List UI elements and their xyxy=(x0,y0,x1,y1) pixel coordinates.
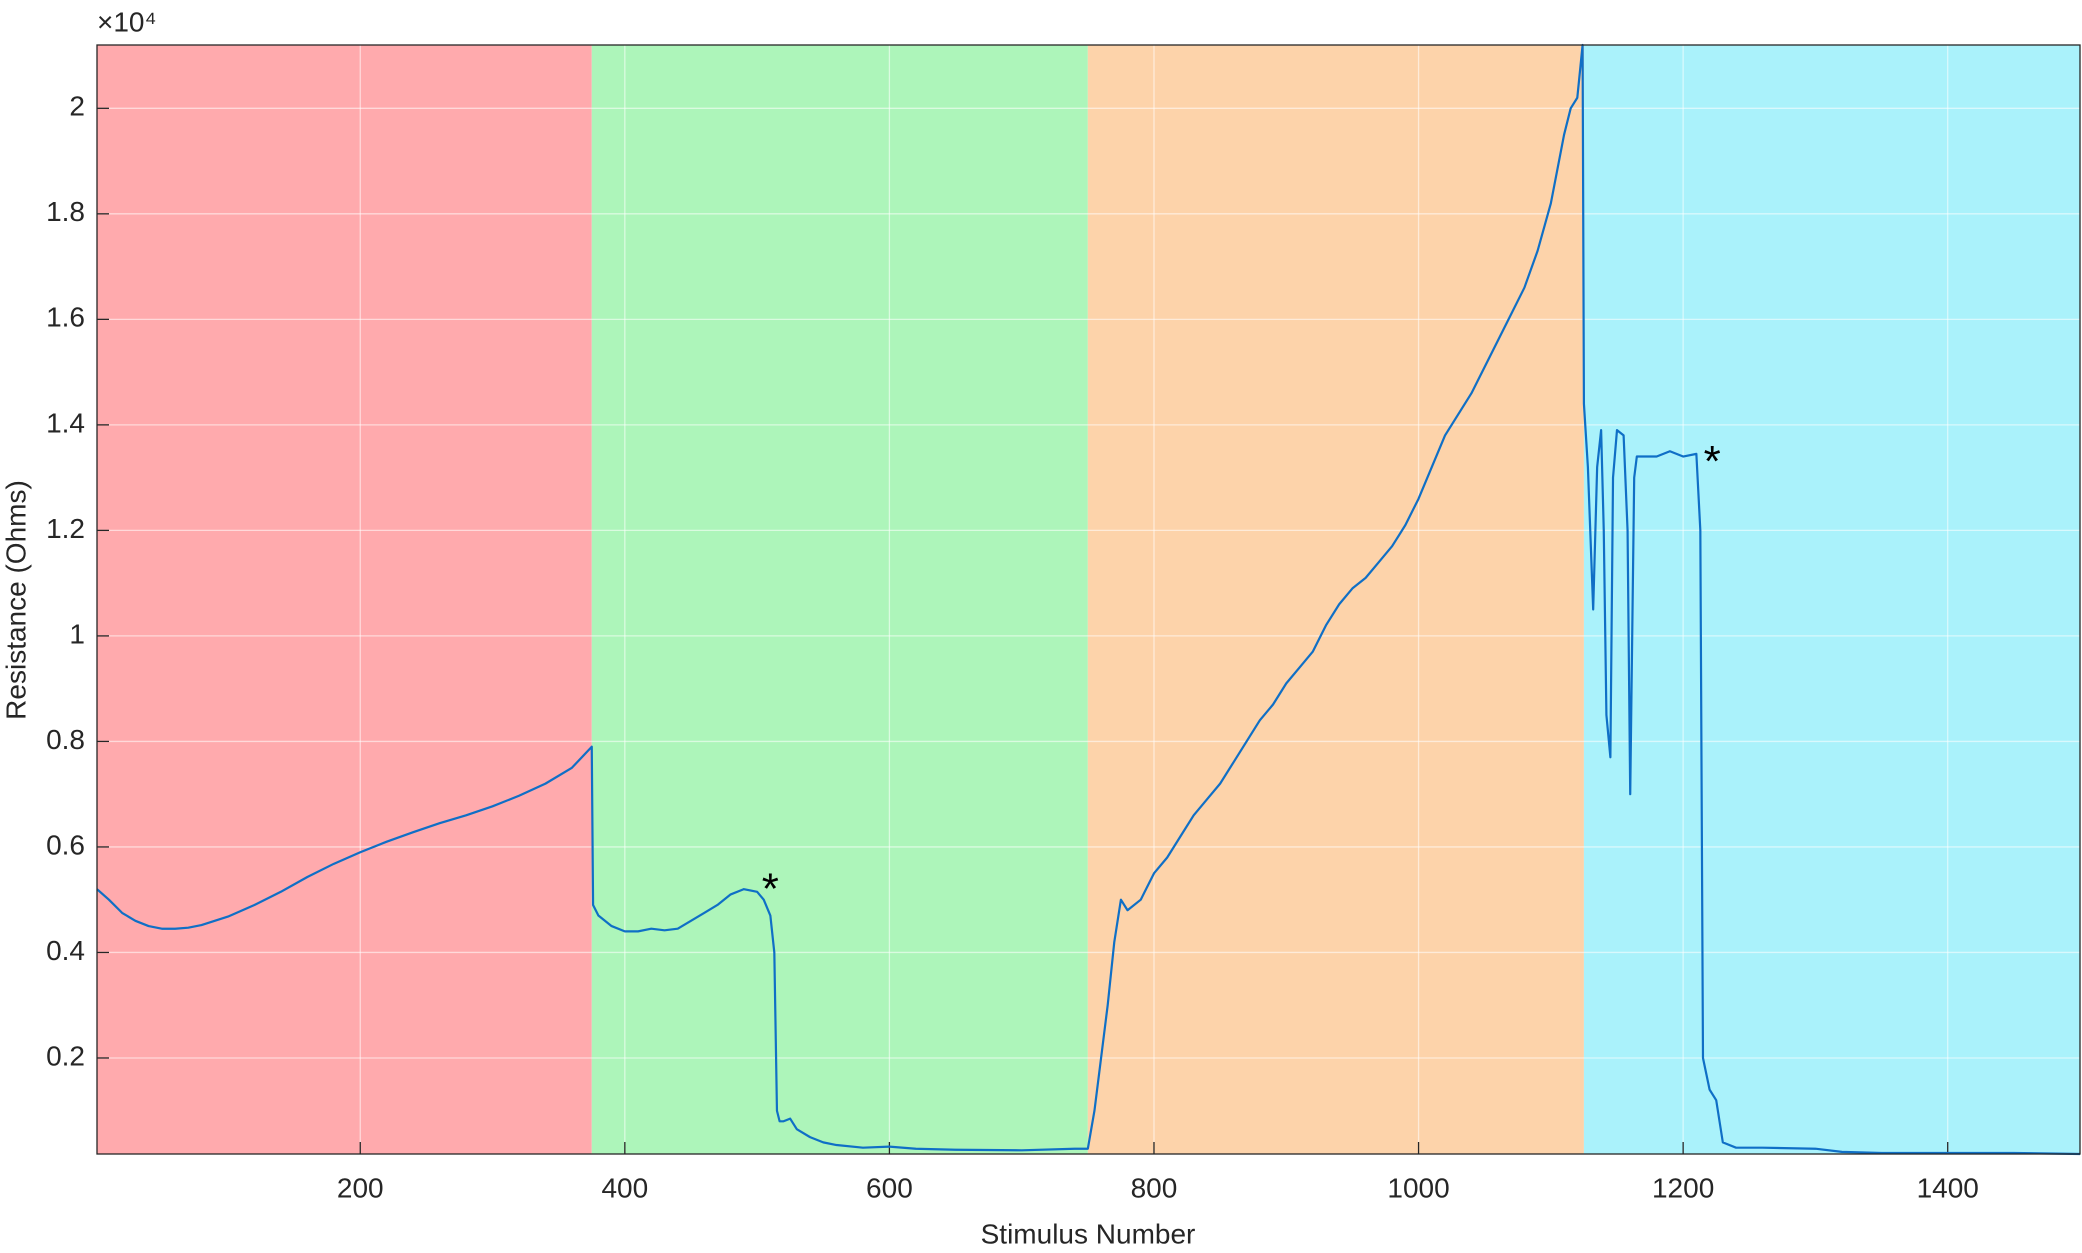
data-line xyxy=(96,43,2081,1156)
y-axis-label: Resistance (Ohms) xyxy=(0,480,31,720)
y-tick-label: 1.6 xyxy=(46,302,85,333)
y-tick-label: 0.2 xyxy=(46,1040,85,1071)
y-tick-label: 1.2 xyxy=(46,513,85,544)
x-tick-label: 800 xyxy=(1131,1172,1178,1203)
y-exponent-label: ×10⁴ xyxy=(97,6,157,37)
x-axis-label: Stimulus Number xyxy=(981,1218,1196,1248)
region xyxy=(591,45,1088,1154)
y-tick-label: 1.4 xyxy=(46,407,85,438)
x-tick-label: 400 xyxy=(601,1172,648,1203)
x-tick-label: 1200 xyxy=(1652,1172,1714,1203)
y-tick-label: 0.6 xyxy=(46,829,85,860)
y-tick-label: 1.8 xyxy=(46,196,85,227)
region xyxy=(1583,45,2080,1154)
y-tick-label: 2 xyxy=(69,91,85,122)
x-tick-label: 1000 xyxy=(1387,1172,1449,1203)
x-tick-label: 600 xyxy=(866,1172,913,1203)
x-tick-label: 200 xyxy=(337,1172,384,1203)
annotation: * xyxy=(1704,437,1721,486)
y-tick-label: 0.8 xyxy=(46,724,85,755)
region xyxy=(1087,45,1584,1154)
plot-frame xyxy=(96,44,2081,1155)
y-tick-label: 1 xyxy=(69,618,85,649)
y-tick-label: 0.4 xyxy=(46,935,85,966)
x-tick-label: 1400 xyxy=(1917,1172,1979,1203)
region xyxy=(97,45,592,1154)
annotation: * xyxy=(762,864,779,913)
